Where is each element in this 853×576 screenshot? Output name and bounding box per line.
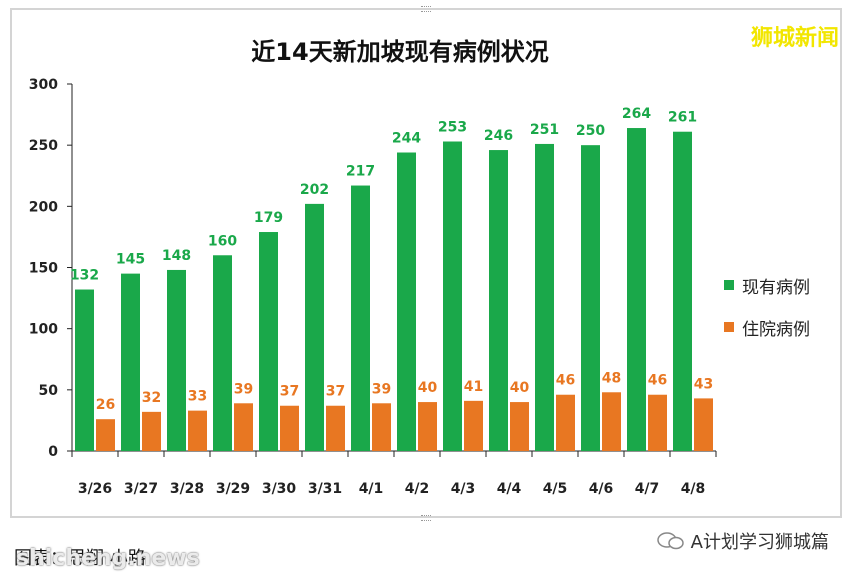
x-tick-label: 3/29 [216,481,250,497]
bar-hospital [372,403,391,451]
x-tick-label: 3/26 [78,481,112,497]
x-tick-label: 4/8 [681,481,706,497]
data-label-active: 202 [300,182,329,198]
bar-hospital [96,419,115,451]
data-label-hospital: 46 [648,373,667,389]
data-label-active: 246 [484,128,513,144]
bar-active [121,273,140,451]
data-label-hospital: 46 [556,373,575,389]
bar-active [443,141,462,451]
x-tick-label: 3/31 [308,481,342,497]
data-label-hospital: 39 [372,381,391,397]
account-name: A计划学习狮城篇 [690,532,829,553]
y-tick-label: 300 [29,77,58,93]
data-label-active: 148 [162,248,191,264]
data-label-active: 261 [668,110,697,126]
bar-hospital [234,403,253,451]
data-label-hospital: 32 [142,390,161,406]
legend: 现有病例 住院病例 [724,264,810,348]
bar-hospital [326,405,345,451]
data-label-active: 217 [346,164,375,180]
y-tick-label: 50 [39,383,59,399]
x-tick-label: 4/5 [543,481,568,497]
legend-label-active: 现有病例 [742,277,810,298]
x-tick-label: 4/4 [497,481,522,497]
bar-active [351,185,370,451]
bar-hospital [602,392,621,451]
data-label-active: 179 [254,210,283,226]
bar-active [673,131,692,451]
legend-item-active: 现有病例 [724,264,810,306]
data-label-active: 145 [116,252,145,268]
x-tick-label: 4/1 [359,481,384,497]
y-tick-label: 0 [48,444,58,460]
data-label-hospital: 33 [188,389,207,405]
data-label-active: 253 [438,119,467,135]
bar-hospital [648,394,667,451]
x-tick-label: 4/3 [451,481,476,497]
bar-active [397,152,416,452]
x-tick-label: 3/27 [124,481,158,497]
data-label-hospital: 39 [234,381,253,397]
legend-label-hospital: 住院病例 [742,319,810,340]
bar-active [535,143,554,451]
bar-hospital [142,411,161,451]
data-label-active: 132 [70,268,99,284]
bar-active [627,128,646,452]
x-tick-label: 4/2 [405,481,430,497]
bar-hospital [280,405,299,451]
x-tick-label: 4/6 [589,481,614,497]
data-label-active: 250 [576,123,605,139]
bar-hospital [464,400,483,451]
data-label-hospital: 48 [602,370,621,386]
data-label-active: 160 [208,233,237,249]
legend-item-hospital: 住院病例 [724,306,810,348]
data-label-active: 244 [392,131,421,147]
bar-hospital [418,402,437,451]
bar-hospital [188,410,207,451]
data-label-active: 264 [622,106,651,122]
bar-active [167,269,186,451]
legend-swatch-active [724,280,734,290]
resize-handle-bottom[interactable] [421,515,431,521]
data-label-hospital: 41 [464,379,483,395]
bar-active [305,203,324,451]
legend-swatch-hospital [724,322,734,332]
bar-active [489,150,508,451]
bar-active [75,289,94,451]
account-badge: A计划学习狮城篇 [656,528,829,554]
y-tick-label: 100 [29,322,58,338]
bar-active [581,145,600,451]
data-label-hospital: 40 [510,380,530,396]
bar-hospital [694,398,713,451]
chart-title: 近14天新加坡现有病例状况 [251,38,549,66]
data-label-hospital: 40 [418,380,438,396]
site-watermark: shicheng.news [16,546,200,571]
bar-hospital [556,394,575,451]
bar-hospital [510,402,529,451]
data-label-hospital: 37 [280,384,299,400]
watermark-top: 狮城新闻 [750,26,839,51]
x-tick-label: 3/28 [170,481,204,497]
y-tick-label: 250 [29,138,58,154]
y-tick-label: 200 [29,199,58,215]
resize-handle-top[interactable] [421,6,431,12]
bar-active [213,255,232,451]
data-label-hospital: 26 [96,397,115,413]
x-tick-label: 3/30 [262,481,297,497]
data-label-hospital: 43 [694,376,713,392]
y-tick-label: 150 [29,261,58,277]
x-tick-label: 4/7 [635,481,660,497]
chart-credit: 图表：思翔·小路 [14,548,146,569]
wechat-icon [656,532,684,550]
data-label-hospital: 37 [326,384,345,400]
data-label-active: 251 [530,122,559,138]
bar-active [259,232,278,451]
